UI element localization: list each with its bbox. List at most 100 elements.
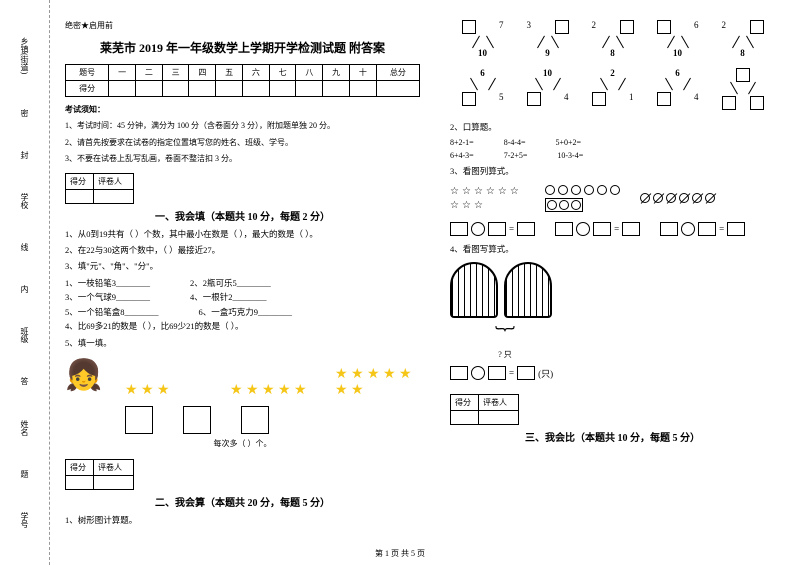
eq-box[interactable] (698, 222, 716, 236)
tree-box[interactable] (462, 92, 476, 106)
tree-box[interactable] (527, 92, 541, 106)
q3-heading: 3、看图列算式。 (450, 164, 775, 178)
answer-box[interactable] (125, 406, 153, 434)
mini-col: 得分 (451, 395, 479, 411)
binding-mark: 答 (19, 377, 30, 385)
eq-box[interactable] (517, 222, 535, 236)
cage-equation: =(只) (450, 366, 775, 380)
star-icon: ★ (351, 368, 365, 382)
left-column: 绝密★启用前 莱芜市 2019 年一年级数学上学期开学检测试题 附答案 题号 一… (65, 20, 420, 555)
score-col: 总分 (376, 65, 419, 81)
tree-box[interactable] (555, 20, 569, 34)
oral-item: 6+4-3= (450, 151, 474, 160)
cage-question: ? 只 (498, 350, 512, 359)
strikeout-circle-icon (666, 193, 676, 203)
grader-table: 得分评卷人 (450, 394, 519, 425)
tree-diagram: 2 8 (585, 20, 640, 58)
tree-box[interactable] (722, 96, 736, 110)
eq-box[interactable] (593, 222, 611, 236)
q1-line: 1、从0到19共有（ ）个数，其中最小在数是（ ），最大的数是（ ）。 (65, 227, 420, 241)
strikeout-group (640, 193, 720, 203)
eq-op[interactable] (681, 222, 695, 236)
stars-diagram: 👧 ★★★ ★★★★★ ★★★★★★★ (65, 358, 420, 398)
tree-box[interactable] (750, 96, 764, 110)
star-icon: ★ (335, 368, 349, 382)
grader-table: 得分评卷人 (65, 459, 134, 490)
circle-group (545, 185, 625, 212)
circle-icon (571, 185, 581, 195)
margin-label: 乡镇(街道) (19, 37, 30, 74)
oral-item: 5+0+2= (556, 138, 582, 147)
score-col: 题号 (66, 65, 109, 81)
star-icon: ★ (230, 384, 244, 398)
eq-box[interactable] (660, 222, 678, 236)
trees-row-2: 6 5 10 4 2 1 6 4 (450, 68, 775, 110)
mini-col: 评卷人 (94, 460, 134, 476)
eq-box[interactable] (517, 366, 535, 380)
tree-box[interactable] (592, 92, 606, 106)
tree-val: 4 (564, 92, 569, 106)
circle-icon (571, 200, 581, 210)
star-icon: ★ (125, 384, 139, 398)
circle-icon (584, 185, 594, 195)
exam-title: 莱芜市 2019 年一年级数学上学期开学检测试题 附答案 (65, 39, 420, 56)
tree-box[interactable] (736, 68, 750, 82)
strikeout-circle-icon (705, 193, 715, 203)
q1-sub: 1、一枝铅笔3________ (65, 276, 150, 290)
birdcage-icon (450, 262, 498, 318)
eq-box[interactable] (488, 222, 506, 236)
star-outline-group: ☆☆☆☆☆☆☆☆☆ (450, 186, 530, 211)
tree-box[interactable] (462, 20, 476, 34)
tree-box[interactable] (657, 92, 671, 106)
tree-val: 3 (527, 20, 532, 34)
exam-notice: 考试须知： 1、考试时间：45 分钟，满分为 100 分（含卷面分 3 分），附… (65, 103, 420, 167)
tree-sum: 2 (610, 68, 615, 78)
eq-unit: (只) (538, 367, 553, 380)
page-footer: 第 1 页 共 5 页 (0, 548, 800, 559)
q1-sub: 3、一个气球9________ (65, 290, 150, 304)
answer-box[interactable] (241, 406, 269, 434)
q1-body: 1、从0到19共有（ ）个数，其中最小在数是（ ），最大的数是（ ）。 2、在2… (65, 227, 420, 351)
tree-sum: 8 (740, 48, 745, 58)
tree-box[interactable] (750, 20, 764, 34)
score-col: 五 (216, 65, 243, 81)
margin-label: 学校 (19, 193, 30, 209)
eq-box[interactable] (488, 366, 506, 380)
oral-item: 8-4-4= (504, 138, 526, 147)
tree-sum: 6 (675, 68, 680, 78)
eq-box[interactable] (727, 222, 745, 236)
tree-diagram: 3 9 (520, 20, 575, 58)
q1-line: 2、在22与30这两个数中，（ ）最接近27。 (65, 243, 420, 257)
answer-box[interactable] (183, 406, 211, 434)
tree-box[interactable] (657, 20, 671, 34)
star-outline-icon: ☆ (450, 186, 459, 197)
eq-box[interactable] (555, 222, 573, 236)
tree-diagram: 6 5 (455, 68, 510, 110)
oral-row: 6+4-3= 7-2+5= 10-3-4= (450, 151, 775, 160)
star-icon: ★ (399, 368, 413, 382)
tree-box[interactable] (620, 20, 634, 34)
notice-line: 2、请首先按要求在试卷的指定位置填写您的姓名、班级、学号。 (65, 136, 420, 150)
q1-line: 3、填"元"、"角"、"分"。 (65, 259, 420, 273)
star-outline-icon: ☆ (474, 200, 483, 211)
tree-val: 5 (499, 92, 504, 106)
stars-caption: 每次多（ ）个。 (65, 438, 420, 449)
eq-box[interactable] (622, 222, 640, 236)
eq-op[interactable] (471, 366, 485, 380)
eq-op[interactable] (471, 222, 485, 236)
q1-sub: 4、一根针2________ (190, 290, 267, 304)
eq-box[interactable] (450, 222, 468, 236)
eq-op[interactable] (576, 222, 590, 236)
binding-mark: 密 (19, 109, 30, 117)
star-outline-icon: ☆ (486, 186, 495, 197)
score-col: 八 (296, 65, 323, 81)
score-col: 九 (323, 65, 350, 81)
notice-heading: 考试须知： (65, 103, 420, 117)
strikeout-circle-icon (653, 193, 663, 203)
star-group: ★★★★★ (230, 384, 315, 398)
tree-val: 6 (694, 20, 699, 34)
tree-sum: 9 (545, 48, 550, 58)
tree-sum: 10 (478, 48, 487, 58)
eq-box[interactable] (450, 366, 468, 380)
margin-label: 学号 (19, 512, 30, 528)
